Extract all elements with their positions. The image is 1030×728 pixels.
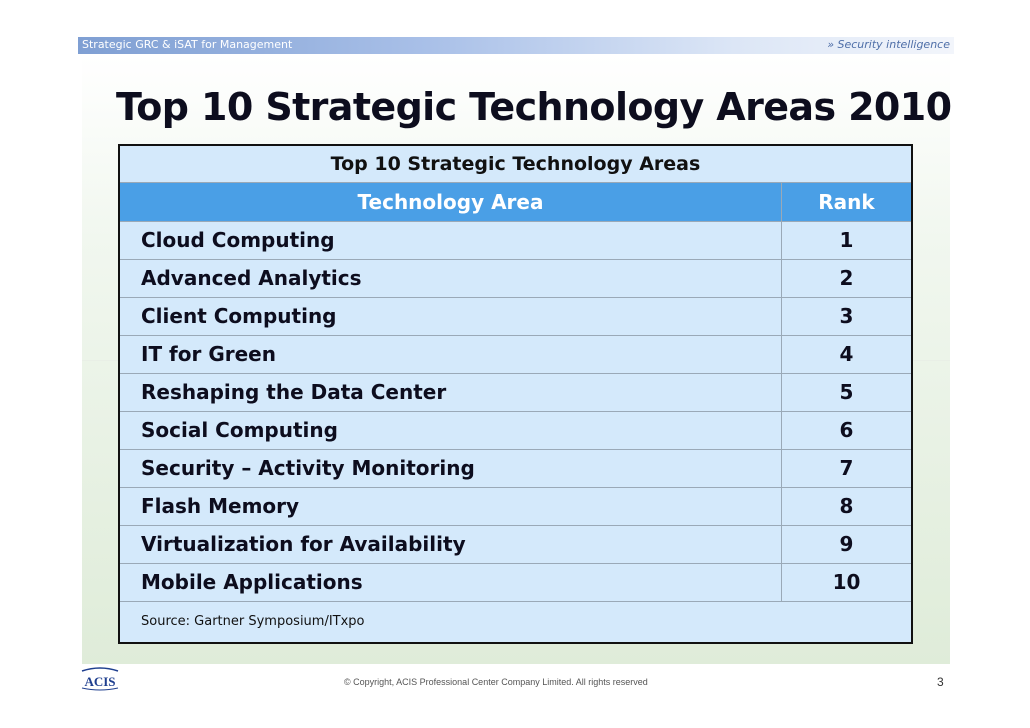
column-header-rank: Rank: [818, 190, 875, 214]
technology-area-cell: Client Computing: [120, 298, 782, 335]
table-row: IT for Green 4: [120, 336, 911, 374]
technology-area-cell: Social Computing: [120, 412, 782, 449]
technology-table: Top 10 Strategic Technology Areas Techno…: [118, 144, 913, 644]
table-row: Virtualization for Availability 9: [120, 526, 911, 564]
table-row: Social Computing 6: [120, 412, 911, 450]
table-caption: Top 10 Strategic Technology Areas: [120, 146, 911, 183]
header-left-text: Strategic GRC & iSAT for Management: [82, 38, 293, 51]
technology-area-cell: IT for Green: [120, 336, 782, 373]
technology-area-cell: Flash Memory: [120, 488, 782, 525]
rank-cell: 9: [839, 532, 854, 556]
logo-text: ACIS: [84, 674, 115, 689]
technology-area-cell: Mobile Applications: [120, 564, 782, 601]
acis-logo: ACIS: [81, 667, 119, 691]
technology-area-cell: Reshaping the Data Center: [120, 374, 782, 411]
rank-cell: 5: [839, 380, 854, 404]
table-row: Cloud Computing 1: [120, 222, 911, 260]
slide-title: Top 10 Strategic Technology Areas 2010: [116, 85, 952, 129]
table-source-note: Source: Gartner Symposium/ITxpo: [141, 614, 365, 629]
rank-cell: 2: [839, 266, 854, 290]
rank-cell: 1: [839, 228, 854, 252]
table-header-row: Technology Area Rank: [120, 183, 911, 222]
rank-cell: 4: [839, 342, 854, 366]
table-row: Mobile Applications 10: [120, 564, 911, 602]
technology-area-cell: Cloud Computing: [120, 222, 782, 259]
table-row: Advanced Analytics 2: [120, 260, 911, 298]
technology-area-cell: Security – Activity Monitoring: [120, 450, 782, 487]
page-number: 3: [937, 675, 944, 689]
table-row: Flash Memory 8: [120, 488, 911, 526]
rank-cell: 10: [832, 570, 861, 594]
rank-cell: 6: [839, 418, 854, 442]
rank-cell: 7: [839, 456, 854, 480]
table-row: Reshaping the Data Center 5: [120, 374, 911, 412]
rank-cell: 8: [839, 494, 854, 518]
column-header-technology-area: Technology Area: [120, 183, 782, 221]
table-row: Client Computing 3: [120, 298, 911, 336]
rank-cell: 3: [839, 304, 854, 328]
header-right-text: » Security intelligence: [827, 38, 950, 51]
header-bar: Strategic GRC & iSAT for Management » Se…: [78, 37, 954, 54]
technology-area-cell: Virtualization for Availability: [120, 526, 782, 563]
technology-area-cell: Advanced Analytics: [120, 260, 782, 297]
copyright-notice: © Copyright, ACIS Professional Center Co…: [344, 677, 648, 687]
table-row: Security – Activity Monitoring 7: [120, 450, 911, 488]
